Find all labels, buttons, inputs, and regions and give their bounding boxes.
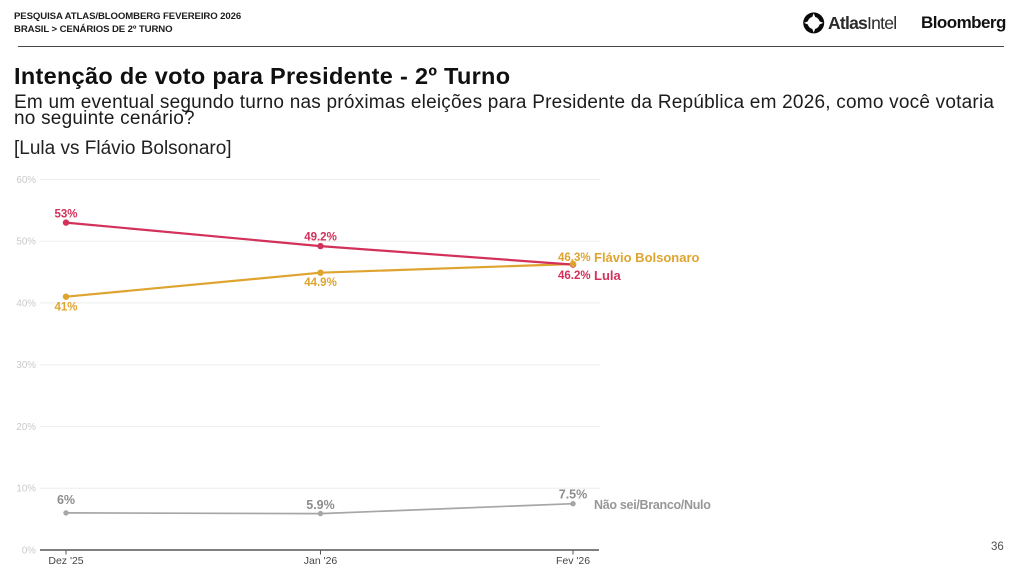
svg-text:50%: 50%: [16, 237, 36, 248]
svg-text:44.9%: 44.9%: [304, 277, 337, 289]
svg-text:Jan '26: Jan '26: [304, 555, 338, 567]
svg-text:41%: 41%: [54, 302, 77, 314]
svg-text:60%: 60%: [16, 175, 36, 186]
svg-text:53%: 53%: [54, 209, 77, 221]
svg-text:20%: 20%: [16, 422, 36, 433]
svg-text:40%: 40%: [16, 298, 36, 309]
svg-text:46.3%: 46.3%: [558, 252, 591, 264]
svg-text:Flávio Bolsonaro: Flávio Bolsonaro: [594, 250, 700, 265]
svg-text:7.5%: 7.5%: [559, 488, 588, 502]
svg-text:Lula: Lula: [594, 268, 621, 283]
svg-text:5.9%: 5.9%: [306, 498, 335, 512]
svg-text:Não sei/Branco/Nulo: Não sei/Branco/Nulo: [594, 498, 711, 512]
svg-text:30%: 30%: [16, 360, 36, 371]
svg-text:10%: 10%: [16, 484, 36, 495]
svg-text:Fev '26: Fev '26: [556, 555, 590, 567]
svg-text:Dez '25: Dez '25: [48, 555, 83, 567]
svg-text:6%: 6%: [57, 493, 75, 507]
svg-text:0%: 0%: [22, 546, 36, 557]
svg-text:49.2%: 49.2%: [304, 232, 337, 244]
svg-text:46.2%: 46.2%: [558, 270, 591, 282]
